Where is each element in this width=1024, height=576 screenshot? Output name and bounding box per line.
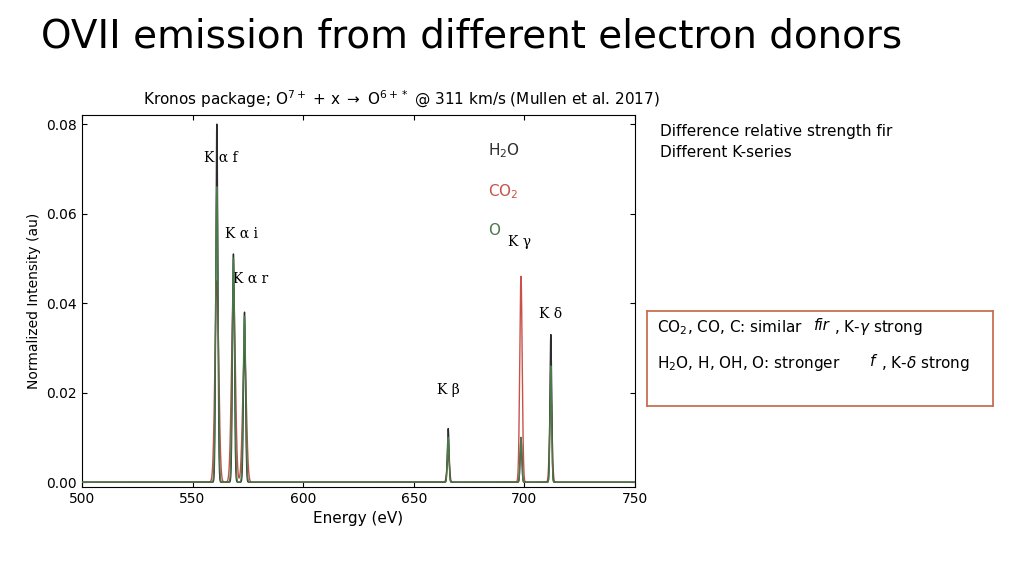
Text: fir: fir — [814, 318, 830, 333]
Text: Kronos package; O$^{7+}$ + x $\rightarrow$ O$^{6+*}$ @ 311 km/s (Mullen et al. 2: Kronos package; O$^{7+}$ + x $\rightarro… — [143, 89, 660, 111]
Text: H$_2$O, H, OH, O: stronger: H$_2$O, H, OH, O: stronger — [657, 354, 841, 373]
Text: K γ: K γ — [508, 236, 530, 249]
Text: Difference relative strength fir
Different K-series: Difference relative strength fir Differe… — [660, 124, 893, 160]
Text: H$_2$O: H$_2$O — [488, 141, 520, 160]
Text: K δ: K δ — [539, 307, 562, 321]
Text: O: O — [488, 223, 501, 238]
Text: CO$_2$: CO$_2$ — [488, 182, 519, 201]
Text: K α f: K α f — [204, 150, 238, 164]
Text: , K-$\gamma$ strong: , K-$\gamma$ strong — [834, 318, 923, 337]
Text: K α r: K α r — [233, 271, 268, 285]
Y-axis label: Normalized Intensity (au): Normalized Intensity (au) — [27, 213, 41, 389]
Text: , K-$\delta$ strong: , K-$\delta$ strong — [881, 354, 970, 373]
X-axis label: Energy (eV): Energy (eV) — [313, 511, 403, 526]
Text: CO$_2$, CO, C: similar: CO$_2$, CO, C: similar — [657, 318, 803, 336]
Text: f: f — [870, 354, 876, 369]
Text: OVII emission from different electron donors: OVII emission from different electron do… — [41, 17, 902, 55]
Text: K α i: K α i — [224, 226, 258, 241]
Text: K β: K β — [437, 383, 460, 397]
